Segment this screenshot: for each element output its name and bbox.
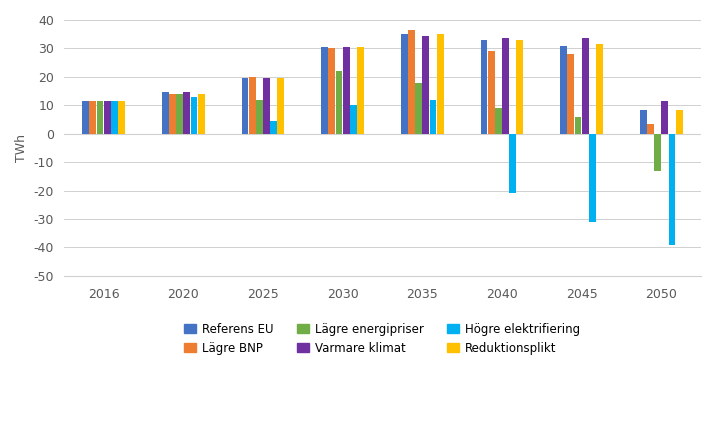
Bar <box>169 94 176 134</box>
Bar <box>422 36 429 134</box>
Bar <box>97 101 103 134</box>
Bar <box>357 47 364 134</box>
Bar <box>241 78 248 134</box>
Bar <box>596 44 603 134</box>
Bar <box>516 40 523 134</box>
Bar <box>162 92 169 134</box>
Bar <box>654 134 661 171</box>
Bar <box>567 54 574 134</box>
Bar <box>329 48 335 134</box>
Bar <box>560 46 567 134</box>
Bar <box>90 101 96 134</box>
Bar <box>669 134 675 245</box>
Bar <box>437 34 443 134</box>
Bar <box>198 94 205 134</box>
Bar <box>248 77 256 134</box>
Bar <box>401 34 407 134</box>
Bar <box>574 117 581 134</box>
Bar <box>118 101 125 134</box>
Bar <box>430 99 436 134</box>
Bar <box>408 30 415 134</box>
Bar <box>509 134 516 193</box>
Bar <box>495 108 502 134</box>
Bar <box>480 40 488 134</box>
Bar <box>647 124 654 134</box>
Bar <box>415 83 422 134</box>
Bar <box>502 38 509 134</box>
Bar <box>82 101 89 134</box>
Bar <box>581 38 589 134</box>
Bar <box>336 71 342 134</box>
Bar <box>662 101 668 134</box>
Bar <box>270 121 277 134</box>
Bar <box>176 94 183 134</box>
Bar <box>350 105 357 134</box>
Bar <box>676 110 682 134</box>
Bar <box>183 92 190 134</box>
Bar <box>488 51 495 134</box>
Bar <box>256 99 263 134</box>
Bar <box>321 47 328 134</box>
Bar <box>589 134 596 222</box>
Legend: Referens EU, Lägre BNP, Lägre energipriser, Varmare klimat, Högre elektrifiering: Referens EU, Lägre BNP, Lägre energipris… <box>185 323 580 355</box>
Bar <box>277 78 284 134</box>
Bar <box>104 101 110 134</box>
Bar <box>111 101 117 134</box>
Bar <box>190 97 198 134</box>
Bar <box>263 78 270 134</box>
Y-axis label: TWh: TWh <box>15 134 28 162</box>
Bar <box>343 47 349 134</box>
Bar <box>640 110 647 134</box>
